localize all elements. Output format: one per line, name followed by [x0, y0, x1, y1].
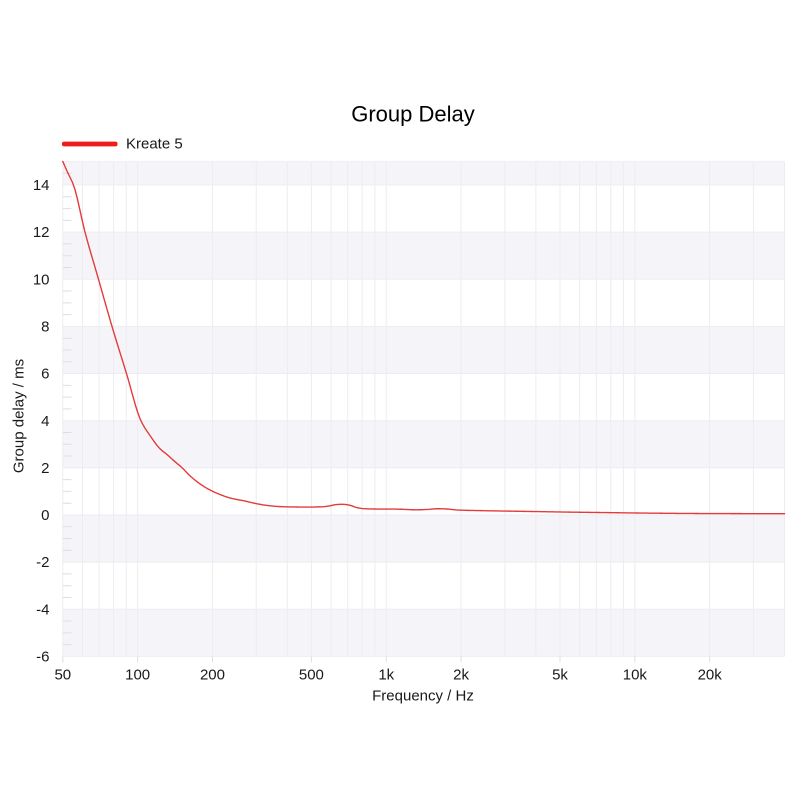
svg-text:-4: -4 — [36, 601, 49, 618]
svg-text:6: 6 — [41, 366, 49, 383]
svg-text:1k: 1k — [378, 667, 394, 684]
svg-text:Group delay / ms: Group delay / ms — [11, 359, 28, 473]
svg-text:20k: 20k — [698, 667, 723, 684]
svg-text:5k: 5k — [552, 667, 568, 684]
svg-text:10k: 10k — [623, 667, 648, 684]
svg-text:12: 12 — [33, 224, 50, 241]
svg-text:50: 50 — [54, 667, 71, 684]
svg-text:8: 8 — [41, 319, 49, 336]
svg-text:Kreate 5: Kreate 5 — [126, 136, 183, 153]
svg-text:2k: 2k — [453, 667, 469, 684]
svg-text:4: 4 — [41, 413, 49, 430]
svg-text:200: 200 — [200, 667, 225, 684]
svg-text:Group Delay: Group Delay — [351, 102, 475, 127]
svg-text:-6: -6 — [36, 649, 49, 666]
svg-text:0: 0 — [41, 507, 49, 524]
svg-text:500: 500 — [299, 667, 324, 684]
svg-text:14: 14 — [33, 177, 50, 194]
svg-text:2: 2 — [41, 460, 49, 477]
svg-text:Frequency / Hz: Frequency / Hz — [372, 688, 474, 705]
svg-text:-2: -2 — [36, 554, 49, 571]
svg-text:100: 100 — [125, 667, 150, 684]
svg-text:10: 10 — [33, 271, 50, 288]
